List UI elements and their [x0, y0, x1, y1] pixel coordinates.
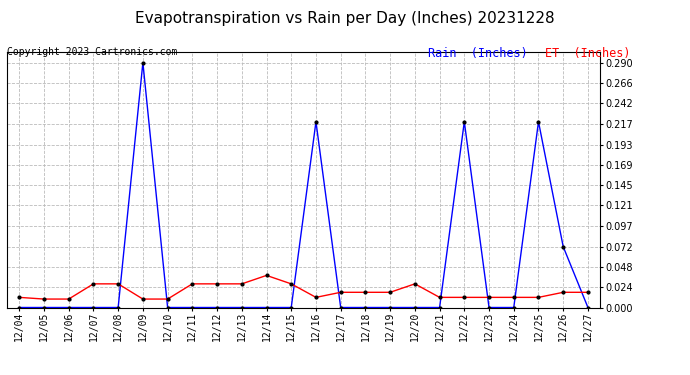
Text: Evapotranspiration vs Rain per Day (Inches) 20231228: Evapotranspiration vs Rain per Day (Inch… [135, 11, 555, 26]
Text: Copyright 2023 Cartronics.com: Copyright 2023 Cartronics.com [7, 47, 177, 57]
Text: ET  (Inches): ET (Inches) [545, 47, 631, 60]
Text: Rain  (Inches): Rain (Inches) [428, 47, 528, 60]
